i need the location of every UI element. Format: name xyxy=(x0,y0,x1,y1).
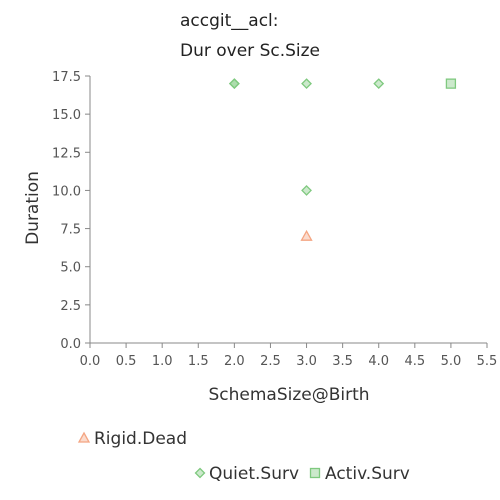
legend-label: Quiet.Surv xyxy=(209,464,299,484)
x-tick-label: 0.5 xyxy=(116,354,137,369)
y-tick-label: 7.5 xyxy=(60,223,81,238)
legend-label: Activ.Surv xyxy=(325,464,410,484)
x-tick-labels: 0.0 0.5 1.0 1.5 2.0 2.5 3.0 3.5 4.0 4.5 5.0 5.5 xyxy=(80,354,498,369)
chart-title-line-2: Dur over Sc.Size xyxy=(180,41,320,61)
x-tick-label: 0.0 xyxy=(80,354,101,369)
y-axis-title: Duration xyxy=(23,171,43,245)
y-tick-label: 10.0 xyxy=(52,184,81,199)
x-axis-title: SchemaSize@Birth xyxy=(208,385,369,405)
x-tick-label: 4.5 xyxy=(404,354,425,369)
x-tick-label: 2.0 xyxy=(224,354,245,369)
axes xyxy=(85,75,488,348)
x-tick-label: 1.0 xyxy=(152,354,173,369)
chart-title-line-1: accgit__acl: xyxy=(180,11,279,31)
y-tick-label: 12.5 xyxy=(52,146,81,161)
legend-marker-square xyxy=(309,467,321,479)
y-tick-labels: 0.0 2.5 5.0 7.5 10.0 12.5 15.0 17.5 xyxy=(52,70,81,352)
y-tick-label: 15.0 xyxy=(52,108,81,123)
y-tick-label: 2.5 xyxy=(60,299,81,314)
x-tick-label: 5.5 xyxy=(477,354,498,369)
x-tick-label: 2.5 xyxy=(260,354,281,369)
data-point-square xyxy=(445,78,457,89)
legend-marker-triangle xyxy=(77,431,91,443)
x-tick-label: 1.5 xyxy=(188,354,209,369)
x-tick-label: 3.0 xyxy=(296,354,317,369)
data-point-diamond xyxy=(301,185,312,196)
legend-label: Rigid.Dead xyxy=(94,429,187,449)
data-points xyxy=(228,78,457,241)
data-point-triangle xyxy=(300,229,313,241)
x-tick-label: 3.5 xyxy=(332,354,353,369)
legend: Rigid.Dead Quiet.Surv Activ.Surv xyxy=(77,429,410,484)
data-point-diamond xyxy=(301,78,312,90)
data-point-diamond xyxy=(228,78,240,90)
x-tick-label: 4.0 xyxy=(368,354,389,369)
y-tick-label: 0.0 xyxy=(60,337,81,352)
y-tick-label: 5.0 xyxy=(60,261,81,276)
data-point-diamond xyxy=(373,78,385,90)
y-tick-label: 17.5 xyxy=(52,70,81,85)
legend-marker-diamond xyxy=(194,467,206,479)
x-tick-label: 5.0 xyxy=(441,354,462,369)
